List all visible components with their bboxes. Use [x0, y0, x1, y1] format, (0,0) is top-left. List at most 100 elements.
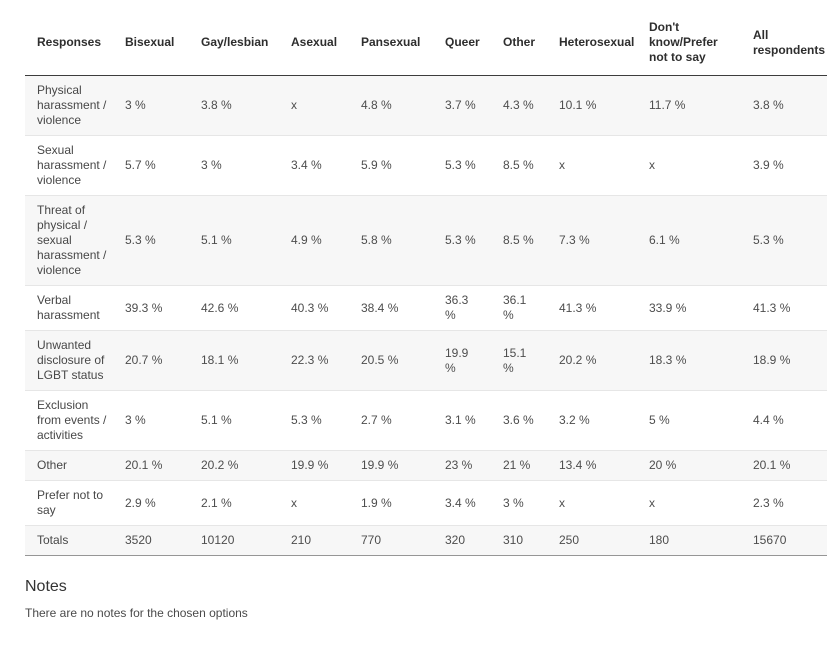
table-cell: 20.7 % [113, 330, 189, 391]
table-row: Threat of physical / sexual harassment /… [25, 195, 827, 286]
table-cell: x [279, 480, 349, 526]
row-label: Threat of physical / sexual harassment /… [25, 195, 113, 286]
table-cell: x [637, 135, 741, 196]
table-cell: 13.4 % [547, 450, 637, 481]
table-header-row: Responses Bisexual Gay/lesbian Asexual Panse… [25, 10, 827, 76]
column-header: Other [491, 10, 547, 76]
table-cell: 41.3 % [741, 285, 827, 331]
table-cell: 20.2 % [189, 450, 279, 481]
table-cell: 38.4 % [349, 285, 433, 331]
table-cell: 5.7 % [113, 135, 189, 196]
table-cell: 3.6 % [491, 390, 547, 451]
table-cell: 5.3 % [741, 195, 827, 286]
table-row: Unwanted disclosure of LGBT status 20.7 %… [25, 330, 827, 391]
table-cell: 40.3 % [279, 285, 349, 331]
table-cell: 23 % [433, 450, 491, 481]
table-row: Verbal harassment 39.3 % 42.6 % 40.3 % 38.4 … [25, 285, 827, 331]
table-row: Physical harassment / violence 3 % 3.8 % x 4… [25, 75, 827, 136]
table-cell: 18.3 % [637, 330, 741, 391]
table-cell: 4.4 % [741, 390, 827, 451]
row-label: Exclusion from events / activities [25, 390, 113, 451]
table-cell: 18.1 % [189, 330, 279, 391]
table-cell: 5.1 % [189, 195, 279, 286]
table-cell: x [637, 480, 741, 526]
table-cell: 3.9 % [741, 135, 827, 196]
row-label: Other [25, 450, 113, 481]
column-header: Don't know/Prefer not to say [637, 10, 741, 76]
table-row: Other 20.1 % 20.2 % 19.9 % 19.9 % 23 % 21 % 13.… [25, 450, 827, 481]
table-cell: 210 [279, 525, 349, 556]
table-cell: 10120 [189, 525, 279, 556]
table-cell: 7.3 % [547, 195, 637, 286]
table-cell: x [547, 480, 637, 526]
table-cell: 36.3 % [433, 285, 491, 331]
table-cell: 3.8 % [189, 75, 279, 136]
table-cell: 180 [637, 525, 741, 556]
column-header: Heterosexual [547, 10, 637, 76]
table-body: Physical harassment / violence 3 % 3.8 % x 4… [25, 75, 827, 556]
column-header: Pansexual [349, 10, 433, 76]
table-cell: 5.3 % [433, 135, 491, 196]
table-cell: 3 % [113, 390, 189, 451]
table-cell: 20 % [637, 450, 741, 481]
table-cell: 5.8 % [349, 195, 433, 286]
table-cell: 19.9 % [349, 450, 433, 481]
table-cell: 3.4 % [279, 135, 349, 196]
table-cell: 320 [433, 525, 491, 556]
column-header: Queer [433, 10, 491, 76]
table-cell: 6.1 % [637, 195, 741, 286]
row-label: Sexual harassment / violence [25, 135, 113, 196]
table-cell: x [547, 135, 637, 196]
table-cell: 15670 [741, 525, 827, 556]
table-cell: 8.5 % [491, 135, 547, 196]
table-cell: 41.3 % [547, 285, 637, 331]
table-row: Exclusion from events / activities 3 % 5.1… [25, 390, 827, 451]
table-row: Prefer not to say 2.9 % 2.1 % x 1.9 % 3.4 % 3 … [25, 480, 827, 526]
table-row: Totals 3520 10120 210 770 320 310 250 180 15670 [25, 525, 827, 556]
column-header: Bisexual [113, 10, 189, 76]
table-cell: 8.5 % [491, 195, 547, 286]
survey-results-table: Responses Bisexual Gay/lesbian Asexual Panse… [25, 10, 827, 556]
table-cell: 3 % [189, 135, 279, 196]
table-cell: 1.9 % [349, 480, 433, 526]
table-cell: 18.9 % [741, 330, 827, 391]
table-cell: 5.3 % [433, 195, 491, 286]
table-cell: 3 % [491, 480, 547, 526]
table-cell: 20.5 % [349, 330, 433, 391]
column-header: Responses [25, 10, 113, 76]
table-cell: 22.3 % [279, 330, 349, 391]
table-cell: 10.1 % [547, 75, 637, 136]
table-cell: 3.4 % [433, 480, 491, 526]
table-cell: 20.2 % [547, 330, 637, 391]
table-cell: 19.9 % [433, 330, 491, 391]
table-cell: 11.7 % [637, 75, 741, 136]
table-cell: 3520 [113, 525, 189, 556]
table-cell: 33.9 % [637, 285, 741, 331]
table-cell: 2.9 % [113, 480, 189, 526]
table-cell: 3.8 % [741, 75, 827, 136]
table-header: Responses Bisexual Gay/lesbian Asexual Panse… [25, 10, 827, 76]
notes-title: Notes [25, 578, 67, 595]
row-label: Prefer not to say [25, 480, 113, 526]
table-cell: 3 % [113, 75, 189, 136]
table-cell: 5.1 % [189, 390, 279, 451]
table-cell: 4.8 % [349, 75, 433, 136]
table-cell: 2.7 % [349, 390, 433, 451]
table-cell: 310 [491, 525, 547, 556]
table-cell: 20.1 % [113, 450, 189, 481]
table-cell: 20.1 % [741, 450, 827, 481]
column-header: Gay/lesbian [189, 10, 279, 76]
table-cell: 3.7 % [433, 75, 491, 136]
table-cell: 2.1 % [189, 480, 279, 526]
notes-section: Notes There are no notes for the chosen … [25, 578, 827, 620]
table-cell: 2.3 % [741, 480, 827, 526]
table-cell: 42.6 % [189, 285, 279, 331]
table-cell: 21 % [491, 450, 547, 481]
table-cell: 5 % [637, 390, 741, 451]
table-cell: 5.9 % [349, 135, 433, 196]
table-cell: 5.3 % [279, 390, 349, 451]
notes-empty-message: There are no notes for the chosen option… [25, 606, 248, 620]
column-header: Asexual [279, 10, 349, 76]
row-label: Verbal harassment [25, 285, 113, 331]
column-header: All respondents [741, 10, 827, 76]
